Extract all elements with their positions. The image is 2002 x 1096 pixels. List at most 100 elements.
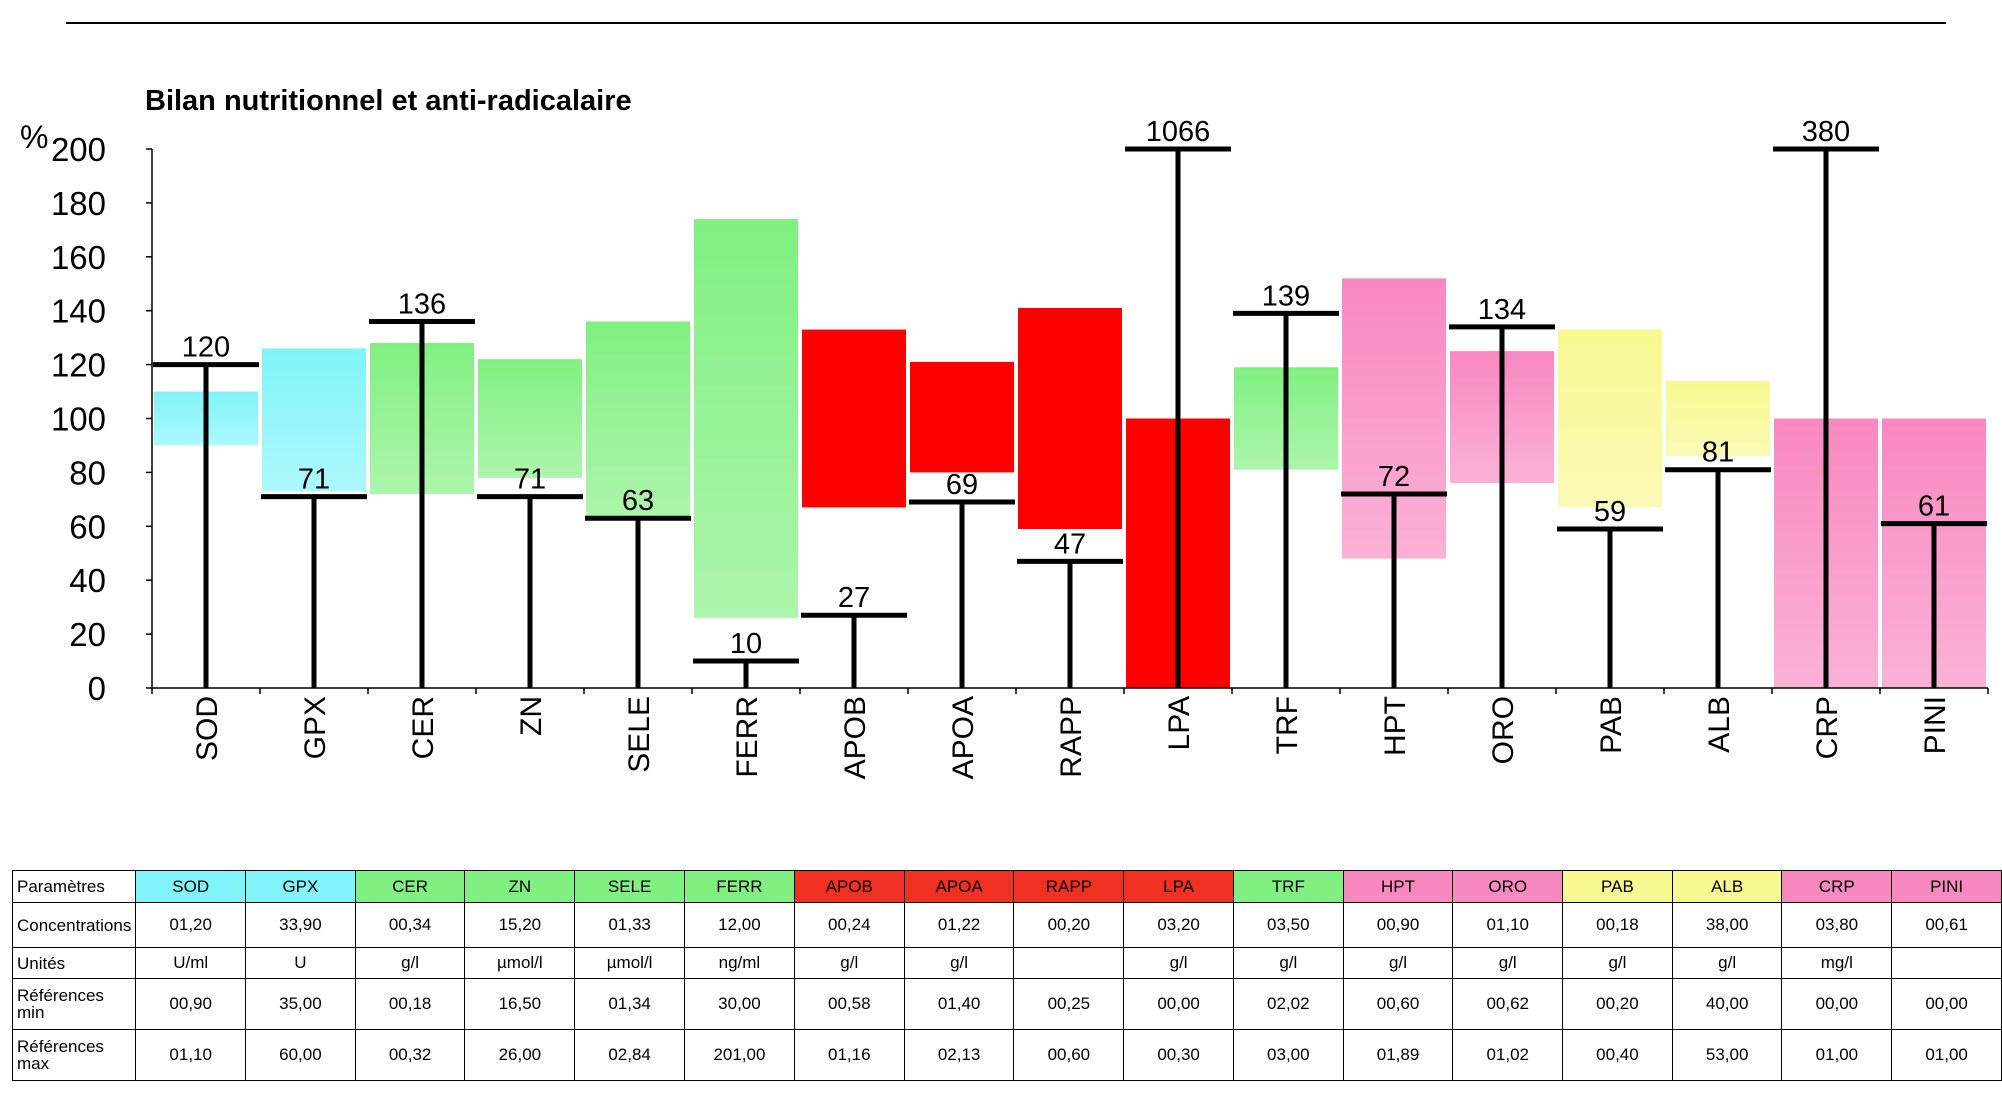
ref-min-cell: 00,62: [1452, 978, 1564, 1030]
param-cell: HPT: [1342, 870, 1454, 903]
param-cell: LPA: [1123, 870, 1234, 903]
range-bar-zn: [478, 359, 582, 478]
concentration-cell: 00,90: [1342, 902, 1454, 948]
x-category-label: ALB: [1703, 696, 1736, 753]
ref-min-cell: 00,90: [135, 978, 247, 1030]
ref-min-cell: 01,34: [574, 978, 685, 1030]
y-tick-label: 200: [51, 131, 106, 168]
unit-cell: g/l: [793, 947, 905, 979]
value-label: 139: [1262, 280, 1310, 312]
param-cell: SOD: [135, 870, 247, 903]
chart-title: Bilan nutritionnel et anti-radicalaire: [145, 85, 632, 117]
param-cell: RAPP: [1013, 870, 1125, 903]
param-cell: APOB: [793, 870, 905, 903]
unit-cell: g/l: [1452, 947, 1564, 979]
value-label: 71: [514, 464, 546, 496]
y-tick-label: 120: [51, 347, 106, 384]
y-tick-label: 60: [69, 508, 106, 545]
value-markers: 120 71 136 71 63 10 27 69 47 1066 139 72 134 59 81 380 6…: [153, 116, 1987, 688]
concentration-cell: 00,18: [1562, 902, 1673, 948]
table-row-ref-max: Références max 01,10 60,00 00,32 26,00 02,84…: [11, 1029, 2002, 1081]
row-label-ref-max: Références max: [11, 1029, 137, 1081]
range-bar-rapp: [1018, 308, 1122, 529]
y-tick-label: 20: [69, 616, 106, 653]
ref-min-cell: 00,18: [354, 978, 466, 1030]
ref-min-cell: 00,00: [1123, 978, 1234, 1030]
ref-min-cell: 30,00: [683, 978, 795, 1030]
range-bar-apoa: [910, 361, 1014, 473]
unit-cell: µmol/l: [464, 947, 576, 979]
x-category-label: PAB: [1595, 696, 1628, 754]
row-label-concentrations: Concentrations: [11, 902, 137, 948]
unit-cell: U: [245, 947, 356, 979]
value-label: 69: [946, 469, 978, 501]
ref-min-cell: 16,50: [464, 978, 576, 1030]
ref-max-cell: 02,13: [903, 1029, 1015, 1081]
x-axis: SOD GPX CER ZN SELE FERR APOB APOA RAPP LPA TRF HPT…: [151, 687, 1989, 779]
x-category-label: APOB: [839, 696, 872, 779]
table-row-params: Paramètres SOD GPX CER ZN SELE FERR APOB APOA RA…: [11, 870, 2002, 903]
ref-max-cell: 00,40: [1562, 1029, 1673, 1081]
ref-max-cell: 03,00: [1232, 1029, 1344, 1081]
x-category-label: TRF: [1271, 696, 1304, 754]
concentration-cell: 12,00: [683, 902, 795, 948]
param-cell: PINI: [1891, 870, 2002, 903]
ref-min-cell: 00,60: [1342, 978, 1454, 1030]
y-tick-label: 100: [51, 401, 106, 438]
x-category-label: ORO: [1487, 696, 1520, 764]
ref-max-cell: 01,00: [1781, 1029, 1893, 1081]
x-category-label: APOA: [947, 696, 980, 779]
ref-min-cell: 00,20: [1562, 978, 1673, 1030]
ref-min-cell: 02,02: [1232, 978, 1344, 1030]
y-tick-label: 80: [69, 454, 106, 491]
x-category-label: SOD: [191, 696, 224, 761]
concentration-cell: 01,33: [574, 902, 685, 948]
x-category-label: FERR: [731, 696, 764, 778]
unit-cell: µmol/l: [574, 947, 685, 979]
value-label: 59: [1594, 496, 1626, 528]
param-cell: PAB: [1562, 870, 1673, 903]
x-category-label: RAPP: [1055, 696, 1088, 778]
concentration-cell: 00,24: [793, 902, 905, 948]
ref-min-cell: 35,00: [245, 978, 356, 1030]
ref-min-cell: 00,00: [1781, 978, 1893, 1030]
concentration-cell: 00,20: [1013, 902, 1125, 948]
value-label: 63: [622, 485, 654, 517]
ref-min-cell: 01,40: [903, 978, 1015, 1030]
unit-cell: g/l: [1123, 947, 1234, 979]
y-tick-label: 40: [69, 562, 106, 599]
unit-cell: g/l: [1342, 947, 1454, 979]
x-category-label: ZN: [515, 696, 548, 736]
concentration-cell: 00,34: [354, 902, 466, 948]
ref-min-cell: 00,58: [793, 978, 905, 1030]
y-tick-label: 160: [51, 239, 106, 276]
y-tick-label: 140: [51, 293, 106, 330]
value-label: 61: [1918, 491, 1950, 523]
ref-max-cell: 60,00: [245, 1029, 356, 1081]
top-divider-line: [66, 22, 1946, 24]
range-bar-gpx: [262, 348, 366, 492]
ref-max-cell: 01,16: [793, 1029, 905, 1081]
range-bar-ferr: [694, 219, 798, 618]
ref-min-cell: 40,00: [1671, 978, 1783, 1030]
concentration-cell: 00,61: [1891, 902, 2002, 948]
param-cell: CER: [354, 870, 466, 903]
table-row-ref-min: Références min 00,90 35,00 00,18 16,50 01,34…: [11, 978, 2002, 1030]
concentration-cell: 01,20: [135, 902, 247, 948]
concentration-cell: 38,00: [1671, 902, 1783, 948]
nutrition-chart: Bilan nutritionnel et anti-radicalaire %…: [20, 85, 1989, 779]
unit-cell: mg/l: [1781, 947, 1893, 979]
ref-max-cell: 00,32: [354, 1029, 466, 1081]
value-label: 10: [730, 628, 762, 660]
ref-max-cell: 02,84: [574, 1029, 685, 1081]
x-category-label: HPT: [1379, 696, 1412, 756]
concentration-cell: 03,50: [1232, 902, 1344, 948]
unit-cell: g/l: [1232, 947, 1344, 979]
ref-max-cell: 01,10: [135, 1029, 247, 1081]
concentration-cell: 15,20: [464, 902, 576, 948]
unit-cell: ng/ml: [683, 947, 795, 979]
range-bar-apob: [802, 329, 906, 508]
concentration-cell: 01,10: [1452, 902, 1564, 948]
value-label: 81: [1702, 437, 1734, 469]
